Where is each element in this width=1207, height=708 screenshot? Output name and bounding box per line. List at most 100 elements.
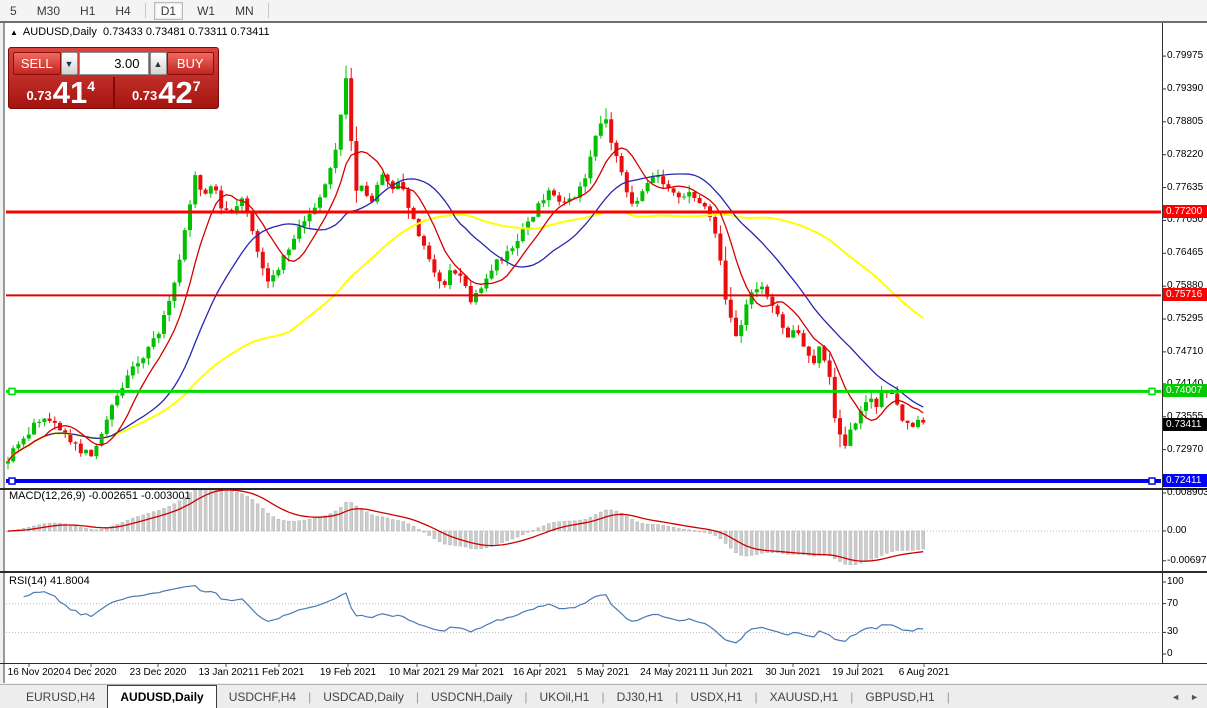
toolbar-border	[0, 21, 1207, 23]
date-label-1-feb-2021: 1 Feb 2021	[253, 667, 305, 678]
price-tick-0.78805: 0.78805	[1167, 115, 1204, 127]
tab-separator: |	[754, 689, 758, 704]
one-click-trading-panel: SELL ▼ 3.00 ▲ BUY 0.73 41 4 0.73 42 7	[8, 47, 219, 109]
timeframe-button-5[interactable]: 5	[10, 3, 17, 18]
timeframe-button-mn[interactable]: MN	[235, 3, 254, 18]
tab-separator: |	[415, 689, 419, 704]
sell-price-big: 41	[52, 75, 88, 110]
date-label-4-dec-2020: 4 Dec 2020	[65, 667, 117, 678]
price-axis-line	[1162, 23, 1163, 663]
macd-signal-line	[7, 490, 924, 562]
pane-separator-rsi[interactable]	[0, 571, 1207, 573]
volume-increase-button[interactable]: ▲	[149, 52, 167, 75]
date-label-10-mar-2021: 10 Mar 2021	[388, 667, 446, 678]
timeframe-button-h4[interactable]: H4	[115, 3, 131, 18]
date-label-16-apr-2021: 16 Apr 2021	[513, 667, 567, 678]
pane-separator-macd[interactable]	[0, 488, 1207, 490]
collapse-panel-icon[interactable]: ▲	[10, 28, 18, 37]
price-badge-0.74007: 0.74007	[1163, 384, 1207, 398]
macd-indicator-label: MACD(12,26,9) -0.002651 -0.003001	[9, 490, 191, 502]
tab-separator: |	[946, 689, 950, 704]
date-label-19-feb-2021: 19 Feb 2021	[319, 667, 377, 678]
price-tick-0.77050: 0.77050	[1167, 214, 1204, 226]
timeframe-button-h1[interactable]: H1	[80, 3, 96, 18]
hline-handle[interactable]	[1148, 477, 1156, 485]
rsi-axis-100: 100	[1167, 576, 1184, 587]
ohlc-values: 0.73433 0.73481 0.73311 0.73411	[103, 26, 270, 38]
date-label-11-jun-2021: 11 Jun 2021	[698, 667, 754, 678]
price-tick-0.72970: 0.72970	[1167, 443, 1204, 455]
hline-handle[interactable]	[8, 387, 16, 396]
tab-ukoil-h1[interactable]: UKOil,H1	[539, 689, 590, 704]
timeframe-button-m30[interactable]: M30	[36, 3, 61, 18]
date-label-29-mar-2021: 29 Mar 2021	[447, 667, 505, 678]
volume-input[interactable]: 3.00	[78, 52, 149, 75]
buy-price[interactable]: 0.73 42 7	[115, 77, 219, 108]
price-tick-0.73555: 0.73555	[1167, 410, 1204, 422]
price-tick-0.74710: 0.74710	[1167, 345, 1204, 357]
volume-decrease-button[interactable]: ▼	[60, 52, 78, 75]
chart-tab-bar: EURUSD,H4 AUDUSD,Daily USDCHF,H4 | USDCAD,Da…	[0, 684, 1207, 708]
price-badge-0.73411: 0.73411	[1163, 417, 1207, 431]
ma-slow-line	[7, 210, 924, 462]
price-tick-0.77635: 0.77635	[1167, 181, 1204, 193]
sell-button[interactable]: SELL	[13, 52, 61, 75]
toolbar-separator	[267, 3, 269, 18]
price-divider	[112, 77, 115, 108]
buy-price-sup: 7	[192, 78, 201, 94]
price-tick-0.79390: 0.79390	[1167, 82, 1204, 94]
rsi-indicator-label: RSI(14) 41.8004	[9, 575, 90, 587]
sell-price[interactable]: 0.73 41 4	[9, 77, 113, 108]
tabs-scroll-left-icon[interactable]: ◄	[1171, 691, 1181, 702]
ma-mid-line	[7, 173, 924, 462]
tab-usdcnh-daily[interactable]: USDCNH,Daily	[431, 689, 513, 704]
tab-xauusd-h1[interactable]: XAUUSD,H1	[769, 689, 839, 704]
tab-separator: |	[675, 689, 679, 704]
price-tick-0.76465: 0.76465	[1167, 247, 1204, 259]
timeframe-toolbar: 5 M30 H1 H4 D1 W1 MN	[0, 0, 1207, 21]
chart-background	[5, 23, 1207, 683]
date-label-6-aug-2021: 6 Aug 2021	[898, 667, 950, 678]
hline-handle[interactable]	[8, 477, 16, 485]
date-label-23-dec-2020: 23 Dec 2020	[129, 667, 187, 678]
tab-gbpusd-h1[interactable]: GBPUSD,H1	[865, 689, 935, 704]
tab-separator: |	[308, 689, 312, 704]
buy-price-big: 42	[158, 75, 193, 110]
tab-usdx-h1[interactable]: USDX,H1	[690, 689, 743, 704]
buy-button[interactable]: BUY	[166, 52, 214, 75]
date-label-19-jul-2021: 19 Jul 2021	[832, 667, 884, 678]
macd-axis-0.00: 0.00	[1167, 525, 1187, 536]
macd-axis-0.008903: 0.008903	[1167, 487, 1207, 498]
tabs-scroll-right-icon[interactable]: ►	[1190, 691, 1199, 702]
date-label-16-nov-2020: 16 Nov 2020	[7, 667, 65, 678]
price-badge-0.77200: 0.77200	[1163, 205, 1207, 218]
sell-price-sup: 4	[87, 78, 96, 94]
rsi-axis-30: 30	[1167, 626, 1179, 638]
symbol-name: AUDUSD,Daily	[22, 26, 97, 38]
candlesticks	[6, 65, 926, 470]
tabs-holder: EURUSD,H4 AUDUSD,Daily USDCHF,H4 | USDCAD,Da…	[14, 685, 950, 708]
rsi-axis-0: 0	[1167, 648, 1173, 659]
tab-usdchf-h4[interactable]: USDCHF,H4	[228, 689, 297, 704]
tab-dj30-h1[interactable]: DJ30,H1	[616, 689, 664, 704]
timeframe-button-d1[interactable]: D1	[153, 1, 184, 20]
sell-price-prefix: 0.73	[26, 88, 52, 103]
price-tick-0.75880: 0.75880	[1167, 280, 1204, 292]
pane-separator-dates	[0, 663, 1207, 664]
window-left-border	[3, 23, 5, 683]
hline-handle[interactable]	[1148, 387, 1156, 396]
tab-separator: |	[850, 689, 854, 704]
price-tick-0.79975: 0.79975	[1167, 50, 1204, 62]
tab-audusd-daily[interactable]: AUDUSD,Daily	[107, 685, 217, 708]
price-tick-0.75295: 0.75295	[1167, 313, 1204, 325]
buy-price-prefix: 0.73	[131, 88, 158, 103]
tab-eurusd-h4[interactable]: EURUSD,H4	[26, 689, 96, 704]
tab-separator: |	[524, 689, 528, 704]
tab-usdcad-daily[interactable]: USDCAD,Daily	[323, 689, 404, 704]
price-tick-0.78220: 0.78220	[1167, 148, 1204, 160]
timeframe-button-w1[interactable]: W1	[197, 3, 216, 18]
rsi-axis-70: 70	[1167, 597, 1179, 609]
price-badge-0.72411: 0.72411	[1163, 474, 1207, 488]
